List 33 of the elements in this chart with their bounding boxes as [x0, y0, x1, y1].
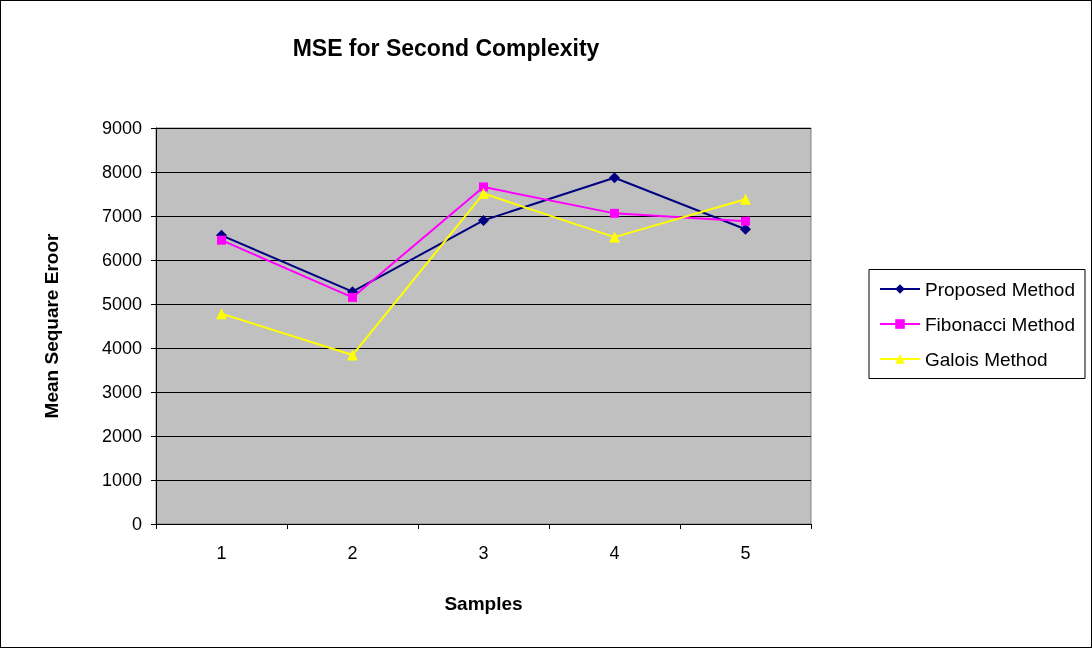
point — [478, 188, 489, 200]
point — [347, 349, 358, 361]
point — [217, 235, 226, 245]
point — [479, 182, 488, 192]
y-tick-label: 9000 — [101, 118, 142, 138]
point — [348, 292, 357, 302]
point — [609, 231, 620, 243]
x-tick-label: 3 — [478, 543, 489, 563]
y-tick-label: 5000 — [101, 294, 142, 314]
y-tick-label: 8000 — [101, 162, 142, 182]
legend-label: Proposed Method — [925, 278, 1076, 300]
chart-title: MSE for Second Complexity — [292, 34, 600, 61]
y-axis-title: Mean Sequare Eroor — [41, 233, 62, 419]
x-tick-label: 4 — [609, 543, 620, 563]
y-tick-label: 0 — [131, 514, 142, 534]
x-tick-label: 1 — [216, 543, 227, 563]
point — [609, 172, 620, 184]
y-tick-label: 7000 — [101, 206, 142, 226]
point — [741, 216, 750, 226]
y-tick-label: 2000 — [101, 426, 142, 446]
point — [216, 308, 227, 320]
y-tick-label: 3000 — [101, 382, 142, 402]
point — [478, 214, 489, 226]
point — [740, 193, 751, 205]
legend-label: Fibonacci Method — [925, 313, 1075, 335]
x-axis-title: Samples — [444, 593, 523, 614]
legend-label: Galois Method — [925, 348, 1048, 370]
y-tick-label: 1000 — [101, 470, 142, 490]
y-tick-label: 6000 — [101, 250, 142, 270]
x-tick-label: 5 — [740, 543, 751, 563]
point — [610, 208, 619, 218]
x-tick-label: 2 — [347, 543, 358, 563]
y-tick-label: 4000 — [101, 338, 142, 358]
